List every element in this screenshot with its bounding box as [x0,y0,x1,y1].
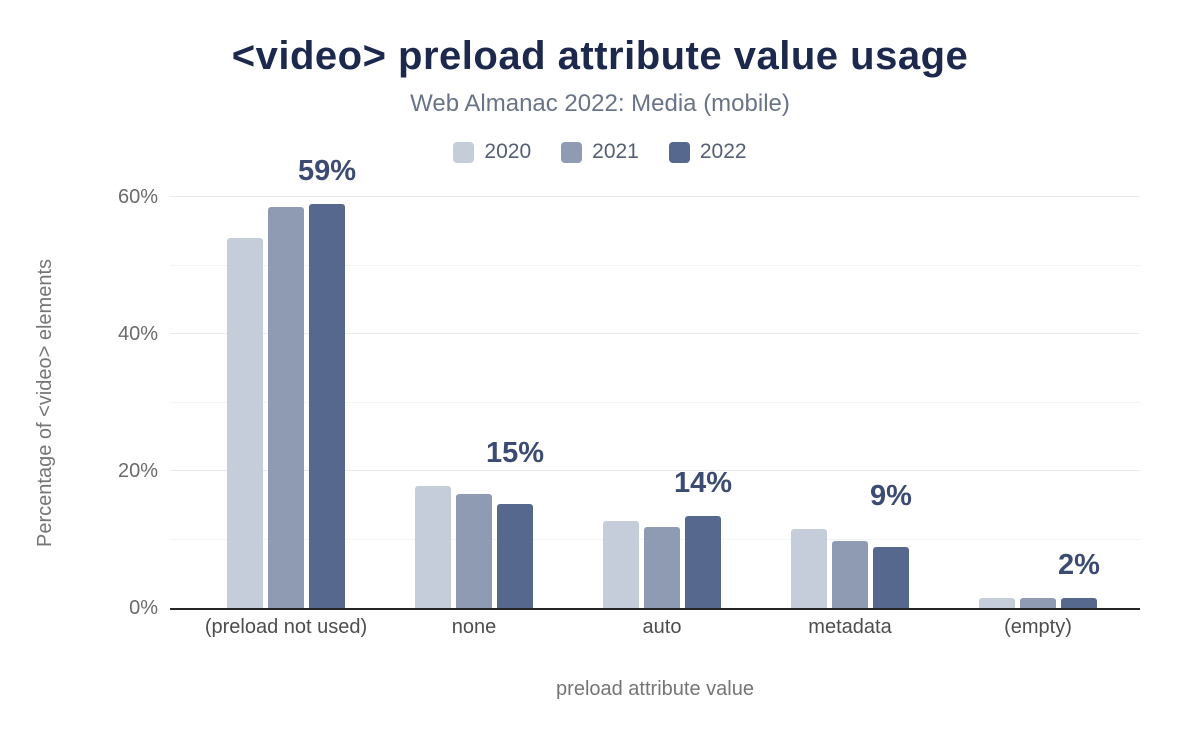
bar-2021 [832,540,868,608]
x-tick-label: auto [642,616,682,638]
x-tick-label: none [451,616,497,638]
bar-group-5: 2% [944,197,1132,608]
bar-2022 [873,547,909,608]
y-tick-label: 0% [129,597,158,619]
y-axis-ticks: 0% 20% 40% 60% [90,187,158,618]
legend-swatch-2021 [561,141,583,163]
bar-group-3: 14% [568,197,756,608]
plot-area: 59% 15% 14% 9% 2% [170,155,1140,610]
bar-2022 [1061,597,1097,608]
bar-2021 [456,493,492,608]
bar-2022 [309,203,345,608]
bar-2020 [979,598,1015,608]
bar-group-1: 59% [192,155,380,608]
value-label: 59% [297,154,357,187]
bar-2022 [497,503,533,608]
chart-subtitle: Web Almanac 2022: Media (mobile) [410,90,790,117]
legend-item-2020: 2020 [453,140,531,164]
bar-group-4: 9% [756,197,944,608]
value-label: 9% [870,480,912,513]
bar-2020 [227,238,263,608]
legend-label: 2020 [484,140,532,163]
legend-item-2021: 2021 [561,140,639,164]
y-axis-title: Percentage of <video> elements [28,197,62,608]
bar-group-2: 15% [380,197,568,608]
x-tick-label: metadata [808,616,892,638]
gridline-minor [170,264,1140,266]
value-label: 14% [673,467,733,500]
bar-2021 [268,207,304,608]
y-tick-label: 40% [117,323,158,345]
bar-2021 [1020,598,1056,608]
y-tick-label: 60% [117,186,158,208]
legend: 2020 2021 2022 [0,140,1200,164]
legend-label: 2021 [592,140,639,163]
bar-2020 [415,486,451,608]
bar-2022 [685,516,721,608]
bar-2021 [644,526,680,608]
legend-item-2022: 2022 [668,140,747,164]
bar-2020 [791,529,827,608]
legend-label: 2022 [699,140,747,163]
value-label: 2% [1058,548,1100,581]
y-tick-label: 20% [117,460,158,482]
legend-swatch-2022 [668,141,690,163]
legend-swatch-2020 [453,141,475,163]
x-tick-label: (preload not used) [204,616,368,638]
x-axis-ticks: (preload not used) none auto metadata (empty… [170,616,1140,644]
gridline-minor [170,401,1140,403]
y-axis-title-text: Percentage of <video> elements [33,258,56,547]
gridline [170,333,1140,334]
value-label: 15% [485,437,545,470]
gridline [170,196,1140,197]
chart-title: <video> preload attribute value usage [231,34,969,78]
bar-2020 [603,521,639,608]
gridline [170,470,1140,471]
x-axis-title: preload attribute value [556,678,754,700]
x-tick-label: (empty) [1004,616,1072,638]
